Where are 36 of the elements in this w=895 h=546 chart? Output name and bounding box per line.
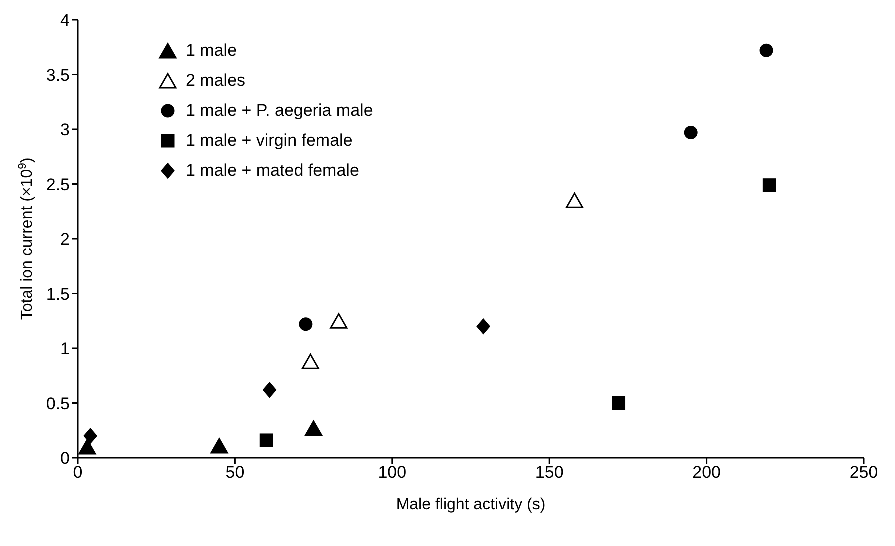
y-tick-label: 4 xyxy=(60,11,70,30)
x-axis-title: Male flight activity (s) xyxy=(396,496,546,514)
point xyxy=(760,44,774,58)
point xyxy=(305,420,323,436)
point xyxy=(476,318,490,334)
point xyxy=(302,354,320,370)
point xyxy=(612,396,626,410)
legend-label: 1 male + mated female xyxy=(186,160,360,182)
legend-label: 1 male xyxy=(186,40,238,62)
x-tick-label: 50 xyxy=(226,463,245,482)
y-tick-label: 0.5 xyxy=(46,394,70,414)
y-tick-label: 1.5 xyxy=(46,284,70,304)
y-tick-label: 2 xyxy=(60,230,70,250)
legend-label: 1 male + virgin female xyxy=(186,130,353,152)
legend-label: 2 males xyxy=(186,70,246,92)
point xyxy=(210,438,228,454)
y-tick-label: 3.5 xyxy=(46,66,70,85)
legend-label: 1 male + P. aegeria male xyxy=(186,100,374,122)
x-tick-label: 100 xyxy=(378,463,407,482)
point xyxy=(684,126,698,140)
point xyxy=(299,318,313,332)
x-tick-label: 200 xyxy=(692,463,721,482)
point xyxy=(566,192,584,208)
x-tick-label: 150 xyxy=(535,463,564,482)
y-tick-label: 2.5 xyxy=(46,175,70,194)
y-tick-label: 1 xyxy=(60,340,70,359)
point xyxy=(762,178,776,192)
x-tick-label: 250 xyxy=(850,463,878,482)
point xyxy=(78,439,96,455)
point xyxy=(260,434,274,448)
point xyxy=(330,313,348,329)
y-tick-label: 3 xyxy=(60,120,70,140)
point xyxy=(84,428,98,444)
x-tick-label: 0 xyxy=(73,463,83,482)
point xyxy=(263,382,277,398)
y-tick-label: 0 xyxy=(60,449,70,468)
